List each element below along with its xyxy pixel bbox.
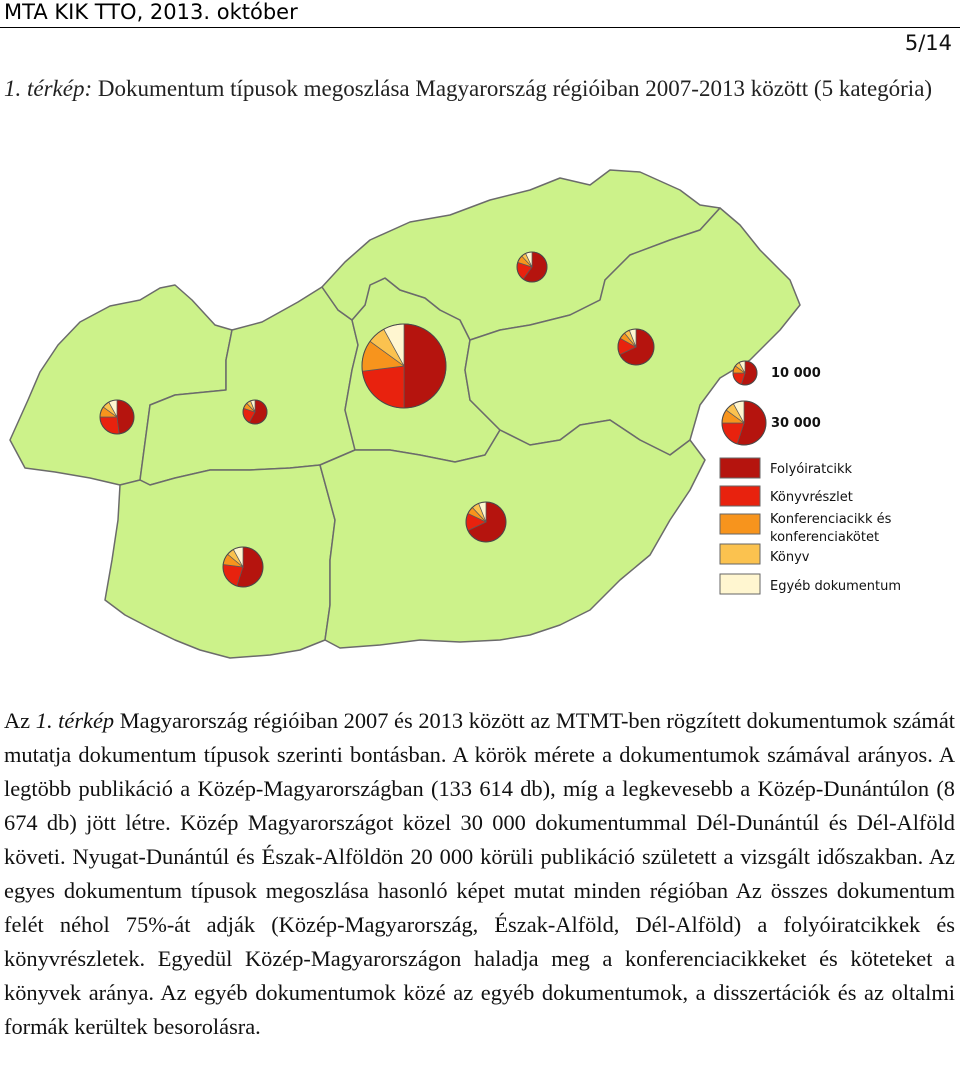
legend-size-30000: 30 000 (721, 400, 821, 446)
legend-label-egyeb: Egyéb dokumentum (770, 579, 901, 594)
region-del-dunantul (104, 464, 336, 659)
body-paragraph: Az 1. térkép Magyarország régióiban 2007… (4, 704, 955, 1044)
legend-size-10000: 10 000 (732, 360, 821, 386)
legend-item-folyoiratcikk: Folyóiratcikk (719, 457, 853, 479)
pie-d-l-dun-nt-l (222, 546, 264, 588)
map-caption: 1. térkép: Dokumentum típusok megoszlása… (4, 70, 954, 107)
legend-size-large-pie (721, 400, 767, 446)
legend-label-konferencia-2: konferenciakötet (770, 530, 879, 545)
running-header: MTA KIK TTO, 2013. október (4, 0, 298, 24)
legend-item-konferencia: Konferenciacikk és konferenciakötet (719, 512, 892, 545)
pie--szak-magyarorsz-g (516, 251, 548, 283)
pie-1-outline (361, 323, 447, 409)
pie-7-outline (465, 501, 507, 543)
legend: 10 000 30 000 Folyóiratcikk Könyvrészlet… (719, 360, 901, 595)
region-nyugat-dunantul (9, 284, 233, 486)
pie-2-outline (516, 251, 548, 283)
caption-lead: 1. térkép: (4, 76, 93, 101)
body-text-b: Magyarország régióiban 2007 és 2013 közö… (4, 708, 955, 1039)
legend-item-egyeb: Egyéb dokumentum (719, 573, 901, 595)
body-text-a: Az (4, 708, 36, 733)
pie-6-outline (222, 546, 264, 588)
pie-k-z-p-dun-nt-l (242, 399, 268, 425)
map-land (9, 169, 801, 659)
header-rule (0, 27, 960, 28)
legend-label-konyv: Könyv (770, 550, 810, 565)
legend-swatch-konyvreszlet (719, 485, 761, 507)
legend-label-konferencia-1: Konferenciacikk és (770, 512, 892, 527)
legend-size-30000-label: 30 000 (771, 416, 821, 431)
body-map-ref: 1. térkép (35, 708, 115, 733)
hungary-region-map: 10 000 30 000 Folyóiratcikk Könyvrészlet… (9, 169, 901, 659)
legend-swatch-konyv (719, 543, 761, 565)
legend-size-10000-label: 10 000 (771, 366, 821, 381)
pie-3-outline (617, 328, 655, 366)
legend-small-pie-outline (732, 360, 758, 386)
pie-k-z-p-magyarorsz-g (361, 323, 447, 409)
legend-large-pie-outline (721, 400, 767, 446)
page-number: 5/14 (904, 31, 952, 55)
legend-label-folyoiratcikk: Folyóiratcikk (770, 462, 853, 477)
legend-size-small-pie (732, 360, 758, 386)
legend-item-konyv: Könyv (719, 543, 810, 565)
legend-swatch-konferencia (719, 513, 761, 535)
pie--szak-alf-ld (617, 328, 655, 366)
legend-swatch-egyeb (719, 573, 761, 595)
pie-5-outline (242, 399, 268, 425)
legend-label-konyvreszlet: Könyvrészlet (770, 490, 853, 505)
pie-charts (99, 251, 655, 588)
pie-nyugat-dun-nt-l (99, 399, 135, 435)
caption-text: Dokumentum típusok megoszlása Magyarorsz… (92, 76, 933, 101)
pie-d-l-alf-ld (465, 501, 507, 543)
legend-item-konyvreszlet: Könyvrészlet (719, 485, 853, 507)
pie-4-outline (99, 399, 135, 435)
legend-swatch-folyoiratcikk (719, 457, 761, 479)
region-del-alfold (319, 419, 706, 649)
